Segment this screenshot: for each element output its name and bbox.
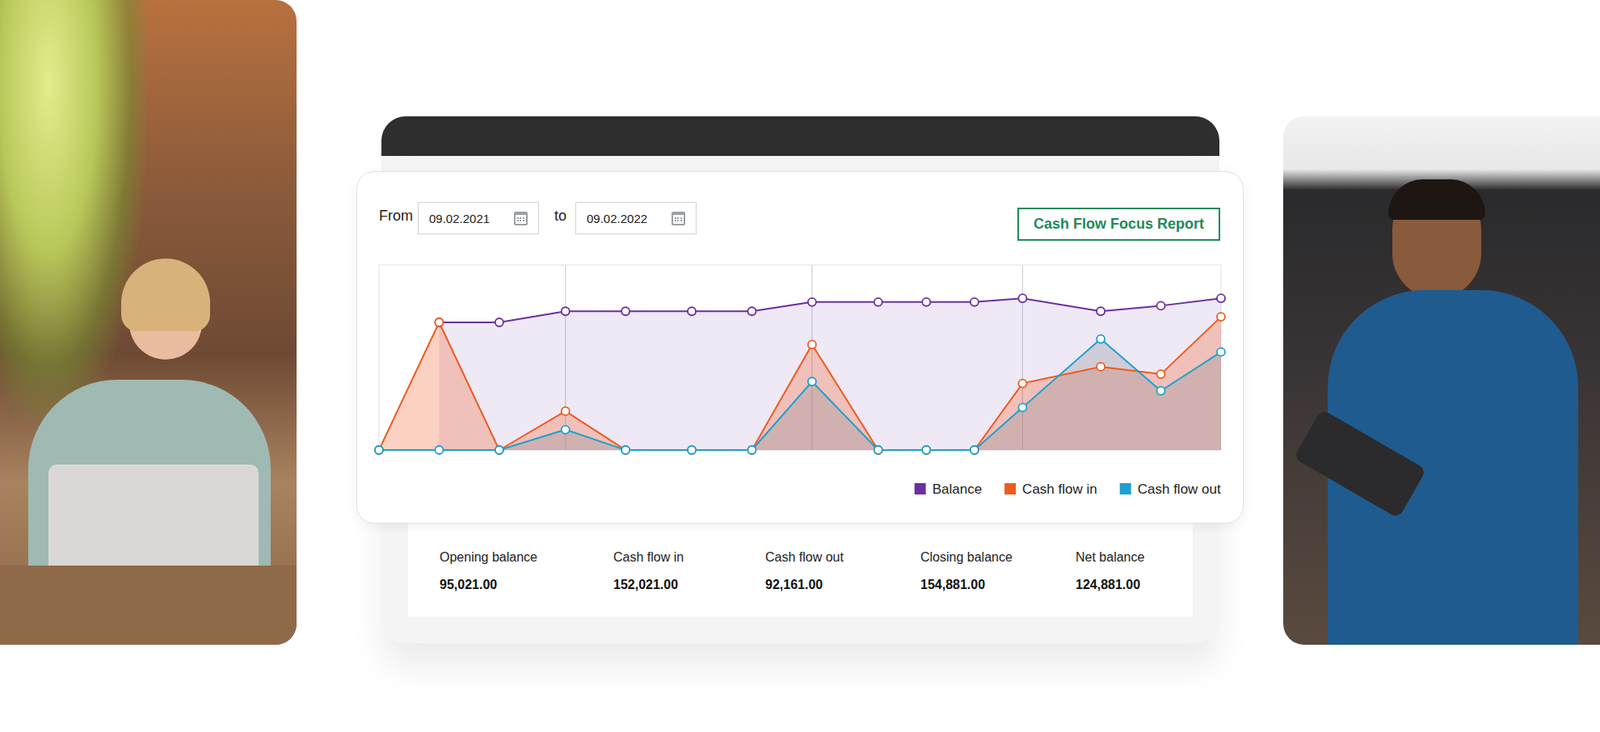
point (1018, 379, 1027, 388)
point (374, 446, 384, 455)
point (1018, 294, 1027, 303)
point (1096, 362, 1105, 371)
calendar-dots (517, 217, 525, 222)
point (1157, 370, 1166, 379)
point (561, 425, 570, 434)
chart-card: From 09.02.2021 to 09.02.2022 Cash Flow Focu… (356, 171, 1244, 524)
legend: Balance Cash flow in Cash flow out (914, 481, 1222, 497)
plot-marks (374, 294, 1226, 455)
point (434, 318, 443, 327)
point (808, 377, 817, 386)
point (970, 298, 979, 307)
calendar-icon (513, 211, 528, 226)
point (374, 446, 384, 455)
summary-value: 92,161.00 (765, 577, 823, 593)
calendar-dots (674, 217, 683, 222)
point (1216, 348, 1226, 357)
point (495, 318, 504, 327)
summary-label: Opening balance (439, 550, 538, 565)
series-area (378, 339, 1222, 451)
summary-value: 152,021.00 (613, 577, 678, 593)
legend-swatch (1120, 483, 1132, 495)
point (1157, 387, 1166, 396)
legend-label: Balance (932, 481, 982, 497)
point (687, 446, 696, 455)
point (621, 446, 630, 455)
point (747, 446, 756, 455)
summary-panel: Opening balance 95,021.00 Cash flow in 152,… (408, 523, 1193, 617)
point (874, 446, 883, 455)
calendar-icon (671, 211, 686, 226)
summary-label: Closing balance (920, 550, 1013, 565)
point (1018, 403, 1027, 412)
table (0, 565, 297, 645)
series-line (378, 316, 1222, 451)
series-line (378, 339, 1222, 451)
point (687, 307, 696, 316)
point (922, 298, 931, 307)
legend-swatch (1004, 483, 1016, 495)
point (1096, 307, 1105, 316)
point (1096, 335, 1105, 344)
plot-frame (378, 265, 1222, 451)
legend-label: Cash flow in (1022, 481, 1098, 497)
summary-value: 124,881.00 (1075, 577, 1141, 593)
legend-swatch (914, 483, 927, 495)
point (621, 446, 630, 455)
point (621, 307, 630, 316)
summary-label: Cash flow in (613, 550, 684, 565)
point (495, 446, 504, 455)
point (970, 446, 979, 455)
summary-label: Cash flow out (765, 550, 844, 565)
point (1216, 312, 1226, 321)
point (495, 446, 504, 455)
series-area (378, 316, 1222, 451)
person-hair (1388, 179, 1486, 220)
point (561, 407, 570, 416)
point (1157, 301, 1166, 310)
summary-label: Net balance (1075, 550, 1145, 565)
point (687, 446, 696, 455)
summary-value: 154,881.00 (920, 577, 986, 593)
point (1216, 294, 1226, 303)
point (434, 318, 443, 327)
foliage (0, 0, 146, 421)
chart: Balance Cash flow in Cash flow out (357, 172, 1243, 523)
point (874, 298, 883, 307)
from-label: From (378, 207, 413, 225)
summary-value: 95,021.00 (439, 577, 497, 593)
photo-right (1283, 116, 1600, 645)
point (808, 340, 817, 349)
point (808, 298, 817, 307)
point (747, 307, 756, 316)
legend-label: Cash flow out (1137, 481, 1222, 497)
report-button[interactable]: Cash Flow Focus Report (1017, 207, 1221, 241)
series-line (438, 298, 1222, 323)
point (874, 446, 883, 455)
point (747, 446, 756, 455)
point (922, 446, 931, 455)
date-text: 09.02.2021 (429, 211, 490, 226)
date-text: 09.02.2022 (586, 211, 648, 226)
date-input[interactable]: 09.02.2021 (417, 202, 539, 235)
point (922, 446, 931, 455)
point (561, 307, 570, 316)
to-label: to (554, 207, 567, 225)
point (434, 446, 443, 455)
date-input[interactable]: 09.02.2022 (575, 202, 697, 235)
photo-left (0, 0, 297, 645)
point (970, 446, 979, 455)
